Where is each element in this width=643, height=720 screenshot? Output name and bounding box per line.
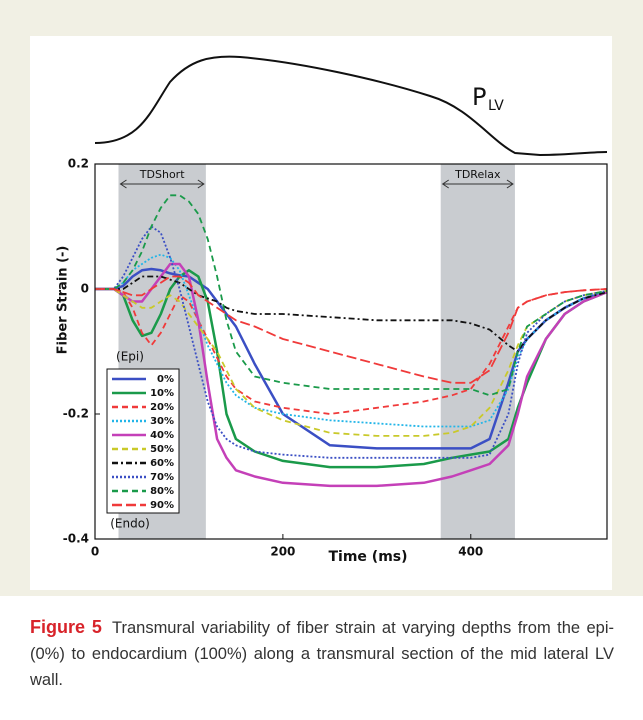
caption-text: Transmural variability of fiber strain a…	[30, 619, 614, 689]
chart: P LV TDShort TDRelax 0.20-0.2-0.40 200 400 …	[30, 36, 612, 590]
caption-label: Figure 5	[30, 617, 102, 637]
y-tick-label: -0.2	[63, 407, 89, 421]
y-tick-label: 0	[81, 282, 89, 296]
series-line	[95, 288, 608, 415]
legend-label: 70%	[150, 472, 174, 483]
series-line	[95, 253, 608, 428]
caption: Figure 5 Transmural variability of fiber…	[30, 614, 614, 693]
series-line	[95, 275, 608, 384]
series-line	[95, 275, 608, 353]
legend-label: 40%	[150, 430, 174, 441]
epi-annotation: (Epi)	[116, 350, 144, 364]
pressure-label-subscript: LV	[488, 98, 504, 114]
plot-frame	[94, 163, 608, 540]
series-line	[95, 194, 608, 397]
y-tick-label: 0.2	[68, 157, 89, 171]
legend-label: 0%	[157, 374, 174, 385]
x-axis-label: Time (ms)	[328, 549, 407, 565]
x-tick-label: 0	[91, 545, 99, 559]
band-arrowhead	[441, 179, 514, 189]
legend-label: 10%	[150, 388, 174, 399]
pressure-label: P	[472, 83, 486, 111]
legend-label: 90%	[150, 500, 174, 511]
y-tick-label: -0.4	[63, 532, 89, 546]
x-tick-label: 200	[270, 545, 295, 559]
endo-annotation: (Endo)	[110, 517, 150, 531]
legend-label: 60%	[150, 458, 174, 469]
x-tick-label: 400	[458, 545, 483, 559]
y-axis-label: Fiber Strain (-)	[56, 246, 71, 355]
legend-label: 50%	[150, 444, 174, 455]
band-label: TDRelax	[454, 168, 501, 181]
band-arrowhead	[119, 179, 205, 189]
series-line	[95, 288, 608, 437]
legend-label: 30%	[150, 416, 174, 427]
pressure-curve	[94, 55, 608, 157]
band-label: TDShort	[139, 168, 185, 181]
legend-label: 20%	[150, 402, 174, 413]
series-line	[95, 267, 608, 450]
legend-label: 80%	[150, 486, 174, 497]
shaded-band	[440, 164, 515, 539]
